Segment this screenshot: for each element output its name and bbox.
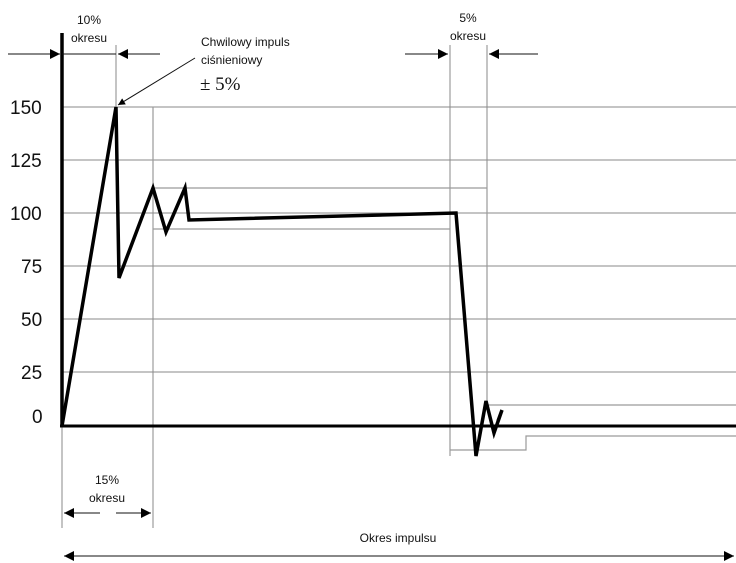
y-tick-label: 150	[10, 98, 42, 119]
upper-tolerance-line	[152, 107, 736, 406]
grid-lines	[62, 106, 736, 373]
pressure-curve	[60, 106, 504, 457]
peak-label: Chwilowy impuls	[201, 35, 290, 49]
peak-pointer-arrow	[117, 57, 196, 106]
peak-sublabel: ciśnieniowy	[201, 53, 262, 67]
y-tick-label: 75	[21, 257, 42, 278]
ten-pct-sublabel: okresu	[71, 31, 107, 45]
y-tick-label: 50	[21, 310, 42, 331]
period-dimension: Okres impulsu	[64, 531, 734, 561]
reference-verticals	[61, 45, 488, 528]
y-tick-label: 100	[10, 204, 42, 225]
five-percent-dimension: 5% okresu	[405, 11, 538, 59]
tolerance-envelope	[152, 107, 736, 451]
ten-pct-label: 10%	[77, 13, 101, 27]
y-tick-label: 0	[32, 407, 43, 428]
five-pct-label: 5%	[459, 11, 477, 25]
tolerance-label: ± 5%	[200, 74, 241, 95]
peak-annotation: Chwilowy impuls ciśnieniowy ± 5%	[117, 35, 290, 106]
ten-percent-dimension: 10% okresu	[8, 13, 160, 59]
y-axis-tick-labels: 150 125 100 75 50 25 0	[10, 98, 43, 428]
lower-tolerance-line	[152, 228, 736, 451]
fifteen-percent-dimension: 15% okresu	[64, 473, 151, 518]
five-pct-sublabel: okresu	[450, 29, 486, 43]
fifteen-pct-sublabel: okresu	[89, 491, 125, 505]
fifteen-pct-label: 15%	[95, 473, 119, 487]
y-tick-label: 25	[21, 363, 42, 384]
period-label: Okres impulsu	[360, 531, 437, 545]
y-tick-label: 125	[10, 151, 42, 172]
